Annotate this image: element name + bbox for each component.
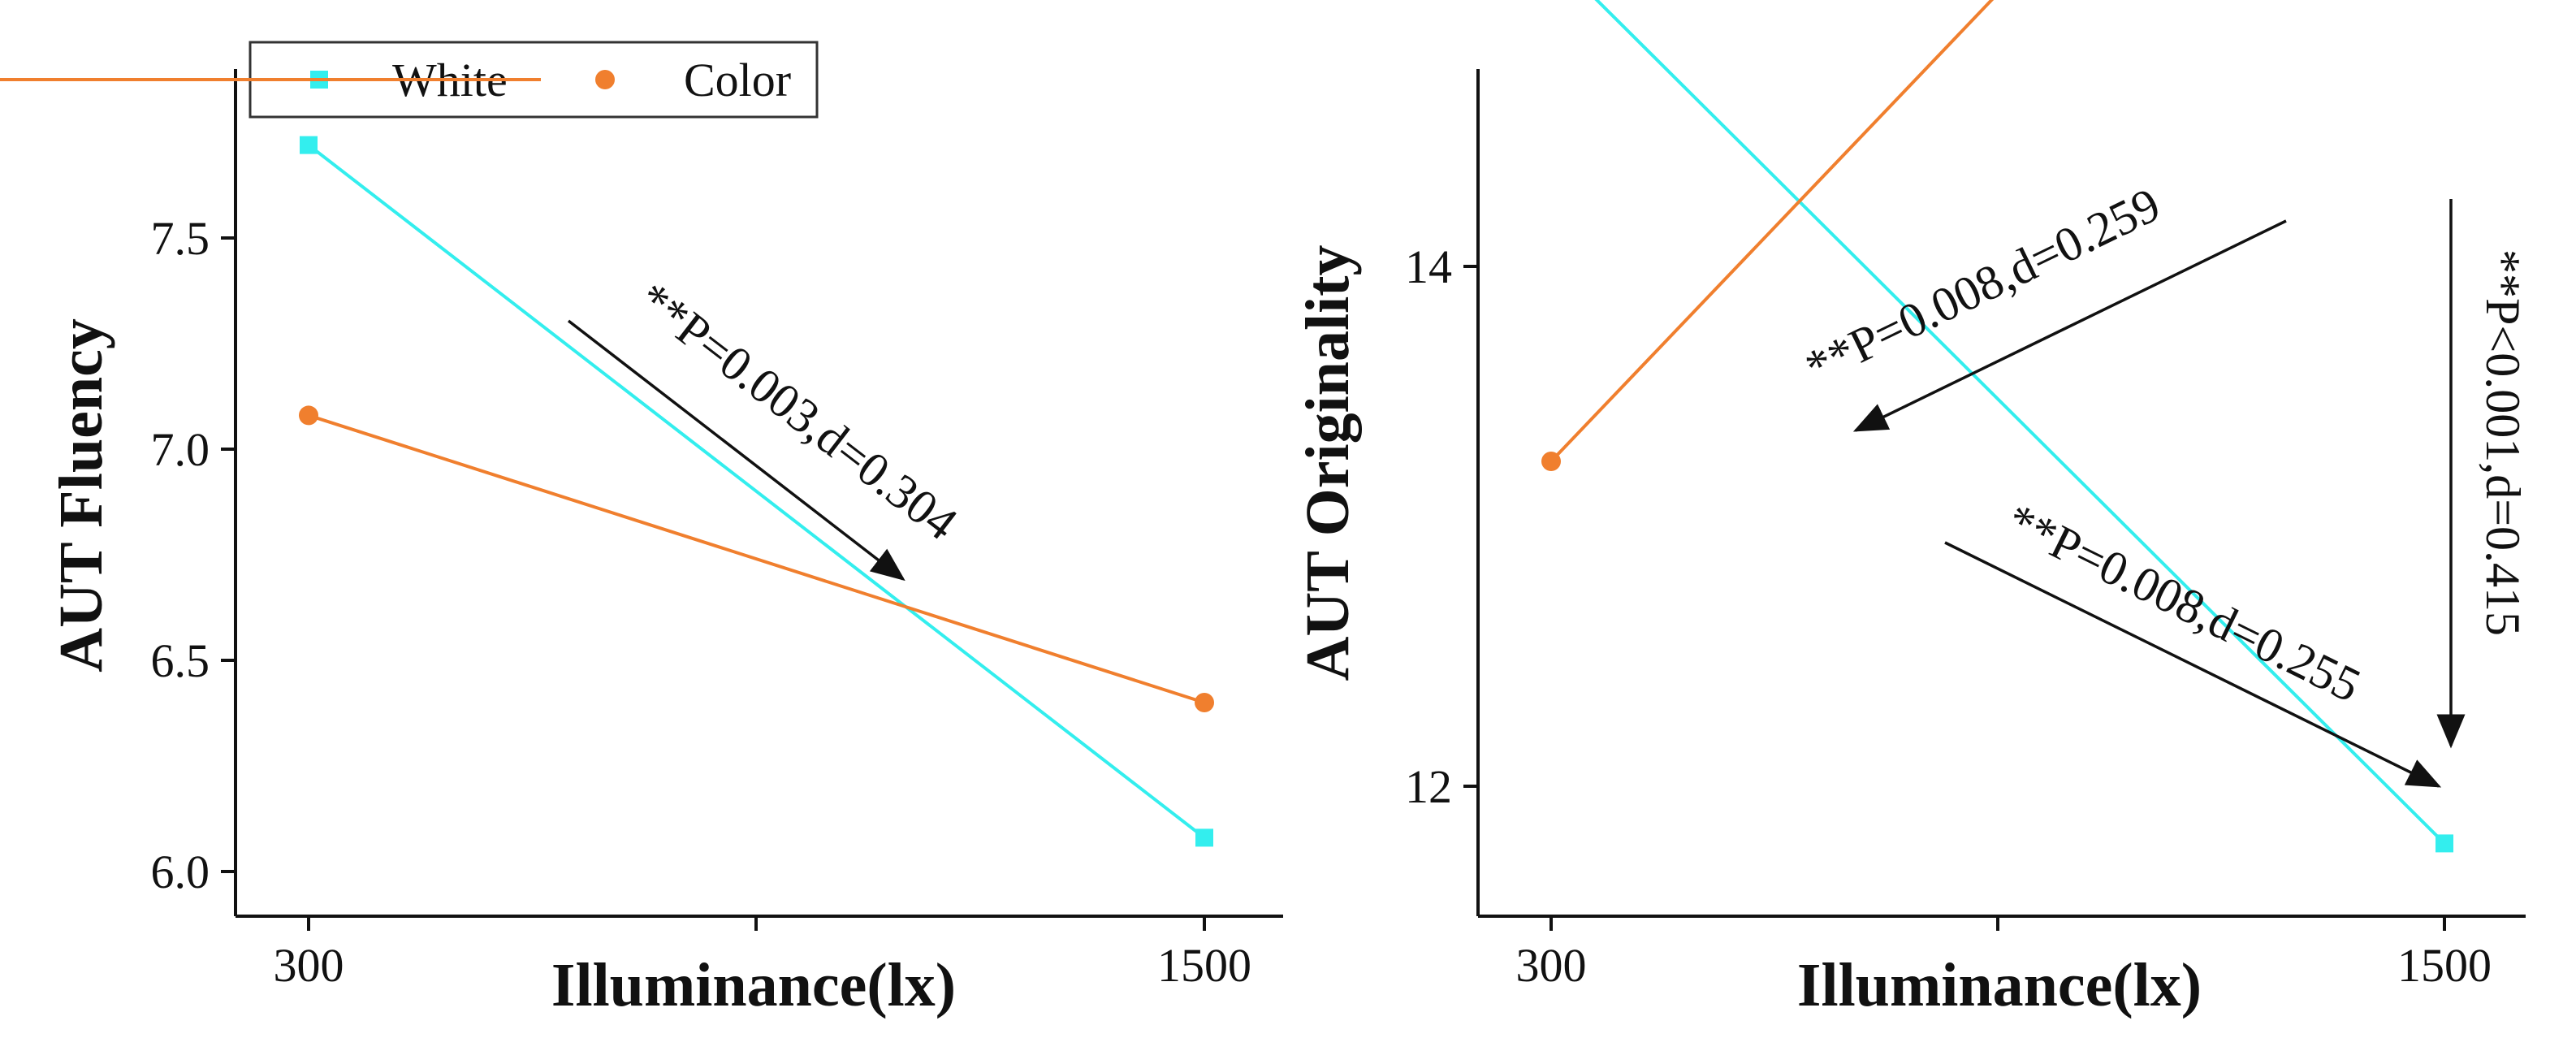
data-point-color: [1195, 693, 1214, 712]
axes-originality: [1476, 69, 2526, 918]
series-line-white: [307, 144, 1206, 839]
data-point-white: [1195, 828, 1213, 847]
annotation-text-color-diff: **P=0.008,d=0.259: [1797, 177, 2168, 394]
x-axis-title-fluency: Illuminance(lx): [551, 951, 956, 1019]
y-tick-label: 7.0: [151, 423, 210, 476]
annotation-arrow-white-diff: [1944, 541, 2442, 788]
y-tick-label: 14: [1405, 240, 1452, 293]
series-line-color: [308, 413, 1205, 704]
y-ticks-fluency: 6.0 6.5 7.0 7.5: [151, 212, 236, 898]
annotation-text-fluency: **P=0.003,d=0.304: [628, 272, 966, 551]
legend-marker-color: [595, 70, 615, 89]
data-point-color: [299, 405, 318, 426]
y-axis-title-fluency: AUT Fluency: [47, 318, 115, 673]
data-point-color: [1541, 452, 1561, 471]
x-ticks-fluency: 300 1500: [274, 916, 1251, 992]
legend: White Color: [0, 41, 819, 119]
y-ticks-originality: 121416: [1405, 240, 1478, 813]
data-point-white: [300, 136, 318, 154]
annotation-text-1500-diff: **P<0.001,d=0.415: [2476, 249, 2530, 636]
annotation-arrow-fluency: [567, 319, 905, 582]
y-tick-label: 7.5: [151, 212, 210, 265]
series-line-color: [1549, 0, 1995, 463]
chart-fluency: 6.0 6.5 7.0 7.5 300 1500 AUT Fluency Illumin…: [0, 41, 1283, 1019]
y-tick-label: 12: [1405, 760, 1452, 813]
legend-label-color: Color: [684, 54, 791, 106]
series-fluency: [299, 136, 1214, 847]
x-tick-label: 300: [274, 939, 344, 992]
data-point-white: [2436, 834, 2453, 853]
x-axis-title-originality: Illuminance(lx): [1797, 951, 2202, 1019]
y-tick-label: 6.0: [151, 846, 210, 898]
axes-fluency: [234, 69, 1283, 918]
x-tick-label: 1500: [2397, 939, 2492, 992]
annotation-text-white-diff: **P=0.008,d=0.255: [1999, 493, 2369, 712]
x-ticks-originality: 300 1500: [1516, 916, 2492, 992]
y-tick-label: 6.5: [151, 634, 210, 687]
series-line-white: [1594, 0, 2446, 845]
annotation-arrow-color-diff: [1852, 219, 2287, 432]
y-axis-title-originality: AUT Originality: [1294, 245, 1362, 681]
x-tick-label: 1500: [1157, 939, 1251, 992]
series-originality: [1541, 0, 2453, 853]
x-tick-label: 300: [1516, 939, 1587, 992]
